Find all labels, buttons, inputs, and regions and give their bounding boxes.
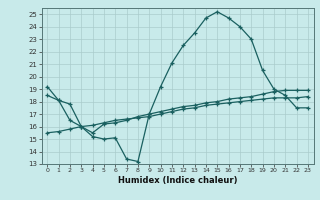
X-axis label: Humidex (Indice chaleur): Humidex (Indice chaleur) xyxy=(118,176,237,185)
